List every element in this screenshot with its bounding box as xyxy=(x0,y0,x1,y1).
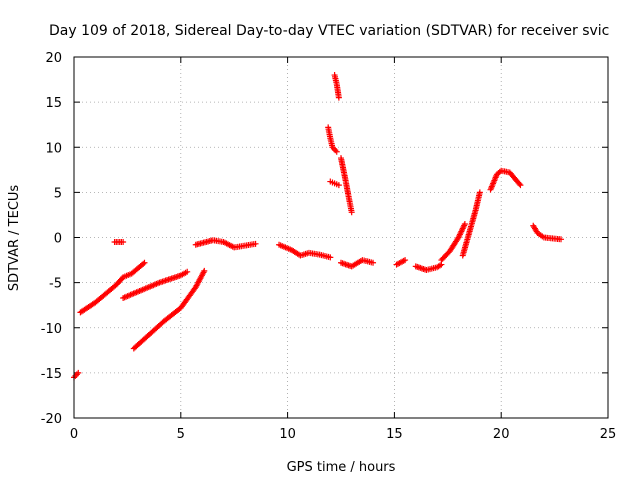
data-point xyxy=(140,260,147,267)
data-point xyxy=(252,240,259,247)
series-seg13 xyxy=(393,257,409,268)
y-tick-label-8: 20 xyxy=(45,51,62,66)
data-point xyxy=(201,267,208,274)
series-seg5 xyxy=(130,267,208,352)
series-seg15 xyxy=(438,220,468,264)
series-seg16 xyxy=(459,189,483,259)
data-point xyxy=(335,182,342,189)
x-tick-label-5: 25 xyxy=(600,427,617,442)
data-point xyxy=(75,369,82,376)
x-tick-label-2: 10 xyxy=(279,427,296,442)
grid xyxy=(74,57,608,418)
x-tick-label-4: 20 xyxy=(493,427,510,442)
y-tick-label-3: -5 xyxy=(49,277,62,292)
series-seg14 xyxy=(412,261,445,273)
data-point xyxy=(141,259,148,266)
data-point xyxy=(335,94,342,101)
x-tick-label-0: 0 xyxy=(70,427,78,442)
series-seg12 xyxy=(338,257,377,270)
data-point xyxy=(517,182,524,189)
data-point xyxy=(558,236,565,243)
data-point xyxy=(476,189,483,196)
x-tick-label-1: 5 xyxy=(177,427,185,442)
y-tick-label-2: -10 xyxy=(41,322,62,337)
y-tick-label-6: 10 xyxy=(45,141,62,156)
y-tick-label-7: 15 xyxy=(45,96,62,111)
y-axis-label: SDTVAR / TECUs xyxy=(7,185,22,292)
x-axis-label: GPS time / hours xyxy=(287,460,396,475)
series-seg8 xyxy=(331,72,342,101)
chart-title: Day 109 of 2018, Sidereal Day-to-day VTE… xyxy=(49,23,609,39)
data-point xyxy=(184,268,191,275)
y-tick-label-5: 5 xyxy=(54,186,62,201)
data-point xyxy=(348,209,355,216)
series-seg18 xyxy=(530,222,565,243)
series-seg9 xyxy=(325,124,340,155)
series-seg7 xyxy=(276,241,334,261)
data-point xyxy=(120,239,127,246)
series-seg17 xyxy=(487,167,524,193)
series-seg11 xyxy=(327,178,342,189)
series-seg2 xyxy=(77,259,148,316)
axis-ticks: 0 5 10 15 20 25 -20 -15 -10 -5 0 5 10 15 20 xyxy=(41,51,617,442)
x-tick-label-3: 15 xyxy=(386,427,403,442)
series-seg10 xyxy=(338,155,355,216)
y-tick-label-0: -20 xyxy=(41,412,62,427)
data-point xyxy=(516,180,523,187)
y-tick-label-1: -15 xyxy=(41,367,62,382)
data-point xyxy=(402,257,409,264)
series-seg1 xyxy=(71,369,82,381)
series-seg4 xyxy=(120,268,191,301)
y-tick-label-4: 0 xyxy=(54,232,62,247)
data-points xyxy=(71,72,565,381)
series-seg3 xyxy=(111,239,127,246)
plot-frame xyxy=(73,56,609,419)
data-point xyxy=(461,220,468,227)
data-point xyxy=(370,259,377,266)
data-point xyxy=(327,254,334,261)
data-point xyxy=(333,148,340,155)
series-seg6 xyxy=(192,237,259,251)
